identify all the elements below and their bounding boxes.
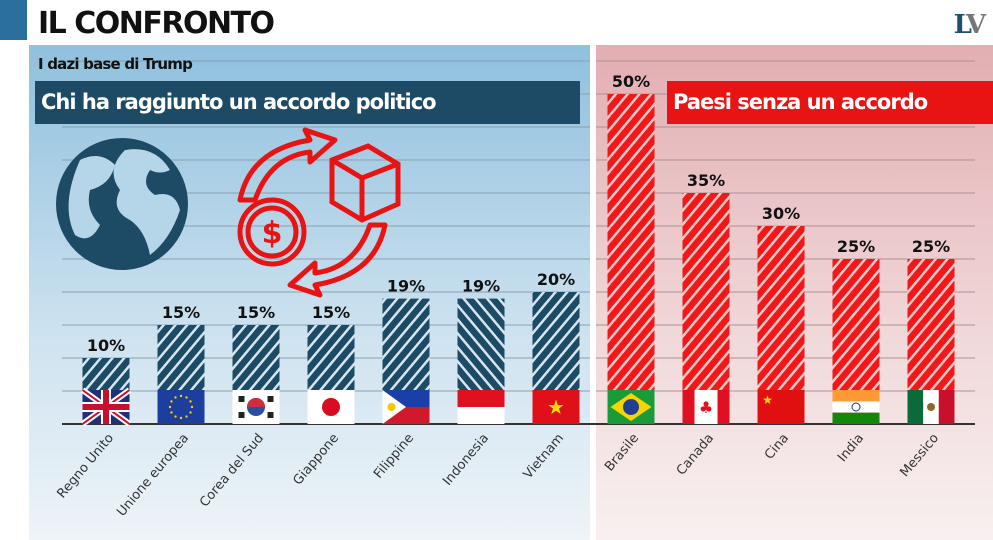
bar-group-vietnam: ★ 20% Vietnam (521, 270, 580, 482)
x-tick-label: Indonesia (440, 431, 492, 489)
flag-icon-ph (382, 390, 430, 424)
bar-group-cina: ★ 30% Cina (757, 204, 805, 463)
svg-text:★: ★ (762, 393, 773, 407)
x-tick-label: Brasile (602, 431, 642, 475)
flag-icon-ca: ♣ (682, 390, 730, 424)
bar (607, 94, 655, 424)
data-label: 19% (462, 277, 500, 296)
decorative-icons: $ (56, 127, 401, 298)
data-label: 35% (687, 171, 725, 190)
flag-icon-vn: ★ (532, 390, 580, 424)
bar-group-corea-del-sud: 15% Corea del Sud (197, 303, 280, 510)
data-label: 20% (537, 270, 575, 289)
data-label: 15% (237, 303, 275, 322)
x-tick-label: Corea del Sud (197, 431, 267, 510)
bar-group-indonesia: 19% Indonesia (440, 277, 505, 489)
data-label: 15% (162, 303, 200, 322)
x-tick-label: Cina (762, 431, 792, 463)
bar-group-regno-unito: 10% Regno Unito (55, 336, 132, 502)
svg-text:★: ★ (547, 395, 565, 419)
flag-icon-in (832, 390, 880, 424)
data-label: 25% (912, 237, 950, 256)
globe-icon (56, 138, 188, 270)
x-tick-label: Filippine (371, 431, 417, 482)
x-tick-label: Messico (897, 431, 942, 480)
x-tick-label: Vietnam (521, 431, 567, 482)
x-tick-label: Canada (674, 431, 717, 479)
flag-icon-kr (232, 390, 280, 424)
svg-text:$: $ (262, 216, 283, 251)
bar-group-filippine: 19% Filippine (371, 277, 430, 482)
logo: LV (953, 10, 986, 40)
bar (682, 193, 730, 424)
flag-icon-id (457, 390, 505, 424)
header-accent (0, 0, 27, 40)
flag-icon-mx (907, 390, 955, 424)
svg-text:♣: ♣ (699, 398, 713, 417)
data-label: 15% (312, 303, 350, 322)
group-label-no-agreement: Paesi senza un accordo (667, 81, 993, 124)
flag-icon-br (607, 390, 655, 424)
x-tick-label: Giappone (290, 431, 342, 488)
flag-icon-eu (157, 390, 205, 424)
flag-icon-jp (307, 390, 355, 424)
x-tick-label: India (835, 431, 867, 465)
trade-exchange-icon: $ (237, 127, 401, 298)
x-tick-label: Regno Unito (55, 431, 118, 502)
data-label: 30% (762, 204, 800, 223)
chart-subtitle: I dazi base di Trump (38, 55, 193, 73)
data-label: 10% (87, 336, 125, 355)
bar-group-india: 25% India (832, 237, 880, 465)
data-label: 25% (837, 237, 875, 256)
bar-group-brasile: 50% Brasile (602, 72, 655, 475)
bar-group-messico: 25% Messico (897, 237, 955, 480)
data-label: 19% (387, 277, 425, 296)
data-label: 50% (612, 72, 650, 91)
flag-icon-uk (80, 387, 132, 427)
page-title: IL CONFRONTO (38, 6, 275, 41)
x-tick-label: Unione europea (114, 431, 192, 520)
group-label-agreement: Chi ha raggiunto un accordo politico (35, 81, 580, 124)
flag-icon-cn: ★ (757, 390, 805, 424)
bar-group-giappone: 15% Giappone (290, 303, 355, 488)
